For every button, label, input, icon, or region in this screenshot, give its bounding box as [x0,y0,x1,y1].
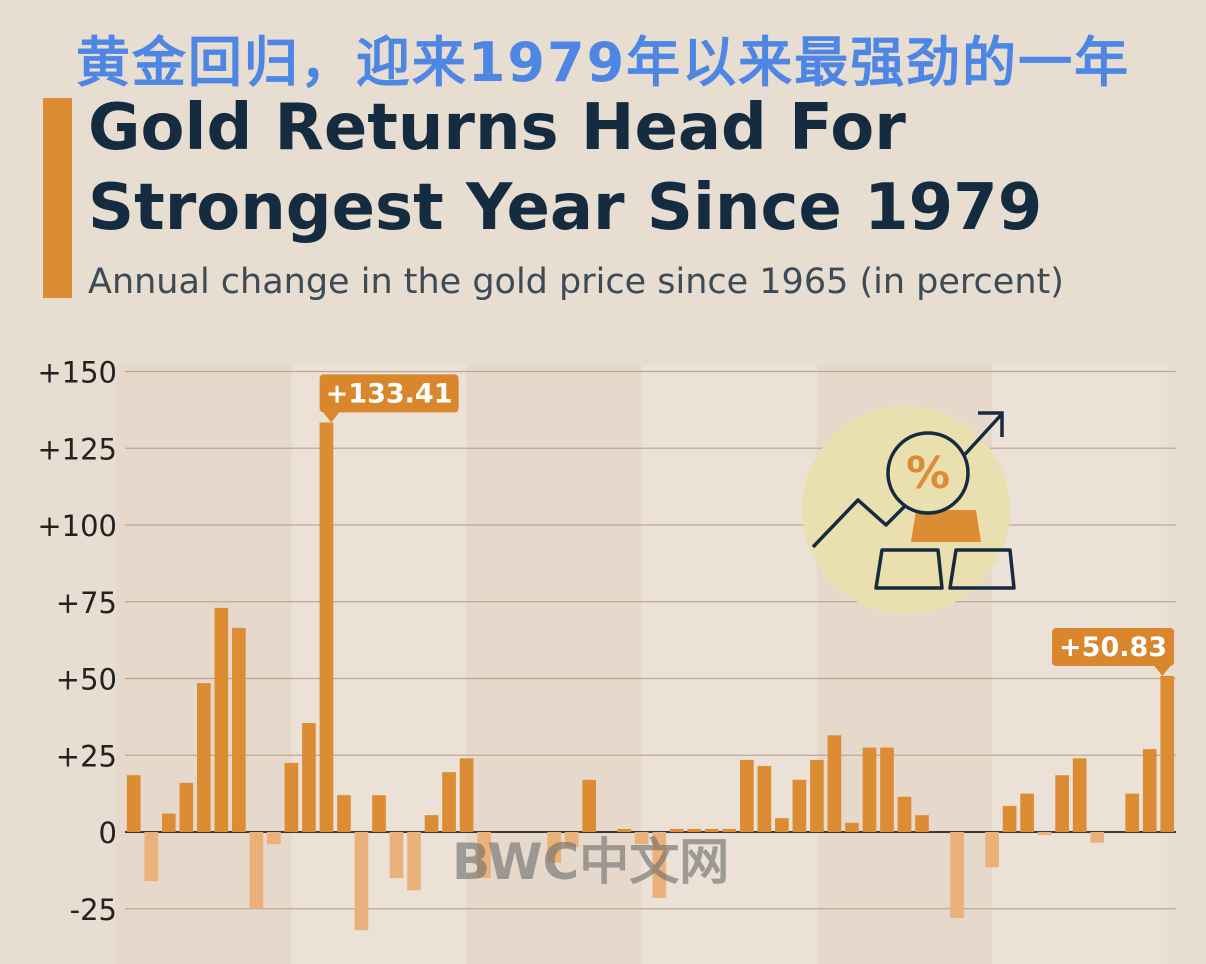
annotation-pointer [1154,665,1171,676]
bar-1973 [267,832,281,845]
bar-2010 [915,815,929,832]
bar-2024 [1160,675,1175,832]
percent-badge-icon [886,431,970,515]
bar-1981 [407,832,421,891]
y-tick-label: +125 [37,432,117,466]
bar-1969 [196,683,211,832]
bar-1999 [722,828,737,832]
y-tick-label: +25 [56,739,117,773]
bar-2014 [985,832,999,868]
decade-band [116,365,292,964]
bar-2003 [792,779,807,832]
watermark: BWC中文网 [452,833,730,891]
y-tick-label: +75 [56,586,117,620]
bar-1971 [232,627,246,832]
chart-subtitle: Annual change in the gold price since 19… [88,262,1064,302]
annotation-2024: +50.83 [1052,627,1175,676]
title-line-1: Gold Returns Head For [88,91,906,165]
bar-2023 [1142,749,1157,832]
bar-2009 [897,796,912,832]
title-line-2: Strongest Year Since 1979 [88,171,1043,245]
bar-1977 [337,795,351,832]
y-tick-label: 0 [99,816,117,850]
bar-1967 [161,813,176,832]
bar-2004 [810,759,824,832]
background-bands [116,365,1168,964]
chart-title: Gold Returns Head For Strongest Year Sin… [88,88,1042,248]
bar-1993 [617,828,632,832]
bar-2007 [862,747,877,832]
bar-2005 [827,735,842,832]
ingot-right-icon [948,548,1016,590]
percent-symbol-icon: % [906,448,950,499]
annotation-label: +133.41 [326,378,453,409]
decade-band [466,365,642,964]
bar-2008 [880,747,894,832]
y-tick-label: +50 [56,663,117,697]
bar-1979 [372,795,386,832]
bars [126,422,1175,931]
bar-2000 [740,759,754,832]
gold-growth-icon: % [802,406,1016,614]
bar-1970 [214,607,229,832]
bar-1995 [652,832,667,899]
bar-1983 [442,772,456,832]
ingot-left-icon [874,548,944,590]
bar-2006 [845,822,859,832]
gridlines [125,370,1176,910]
bar-1976 [319,422,334,832]
y-tick-label: -25 [70,893,117,927]
annotation-box [1052,627,1175,666]
annotation-label: +50.83 [1059,632,1167,663]
value-annotations: +133.41 +50.83 [319,374,1175,676]
gold-bar-icon [911,510,981,542]
bar-1996 [669,828,684,832]
bar-1984 [459,758,474,832]
bar-2016 [1020,793,1034,832]
bar-2022 [1125,793,1140,832]
bar-1982 [424,815,439,832]
bar-2017 [1037,832,1052,836]
bar-1975 [302,723,316,832]
bar-1980 [389,832,404,879]
decade-band [291,365,467,964]
chinese-title: 黄金回归，迎来1979年以来最强劲的一年 [75,31,1131,94]
y-axis-ticks: +150 +125 +100 +75 +50 +25 0 -25 [37,356,117,927]
bar-1972 [249,832,264,909]
bar-2020 [1090,832,1105,843]
bar-1974 [284,762,299,832]
bar-2019 [1072,758,1087,832]
bar-1994 [634,832,649,845]
bar-1997 [687,828,702,832]
annotation-1976: +133.41 [319,374,459,423]
y-tick-label: +150 [37,356,117,390]
bar-1985 [477,832,491,879]
bar-2012 [950,832,964,918]
bar-1968 [179,782,194,832]
decade-band [641,365,817,964]
bar-2015 [1002,805,1017,832]
arrow-head-icon [978,411,1004,437]
bar-1998 [704,828,719,832]
annotation-box [319,374,459,413]
trend-line-icon [811,493,918,549]
bar-2001 [757,765,772,832]
bar-1991 [582,779,597,832]
bar-2018 [1055,775,1069,832]
annotation-pointer [323,412,340,423]
bar-1990 [564,832,579,848]
bar-1989 [547,832,561,863]
bar-1966 [144,832,159,882]
bar-1965 [126,775,141,832]
title-accent-bar [43,98,72,298]
bar-1978 [354,832,369,931]
y-tick-label: +100 [37,509,117,543]
bar-2002 [775,818,789,832]
